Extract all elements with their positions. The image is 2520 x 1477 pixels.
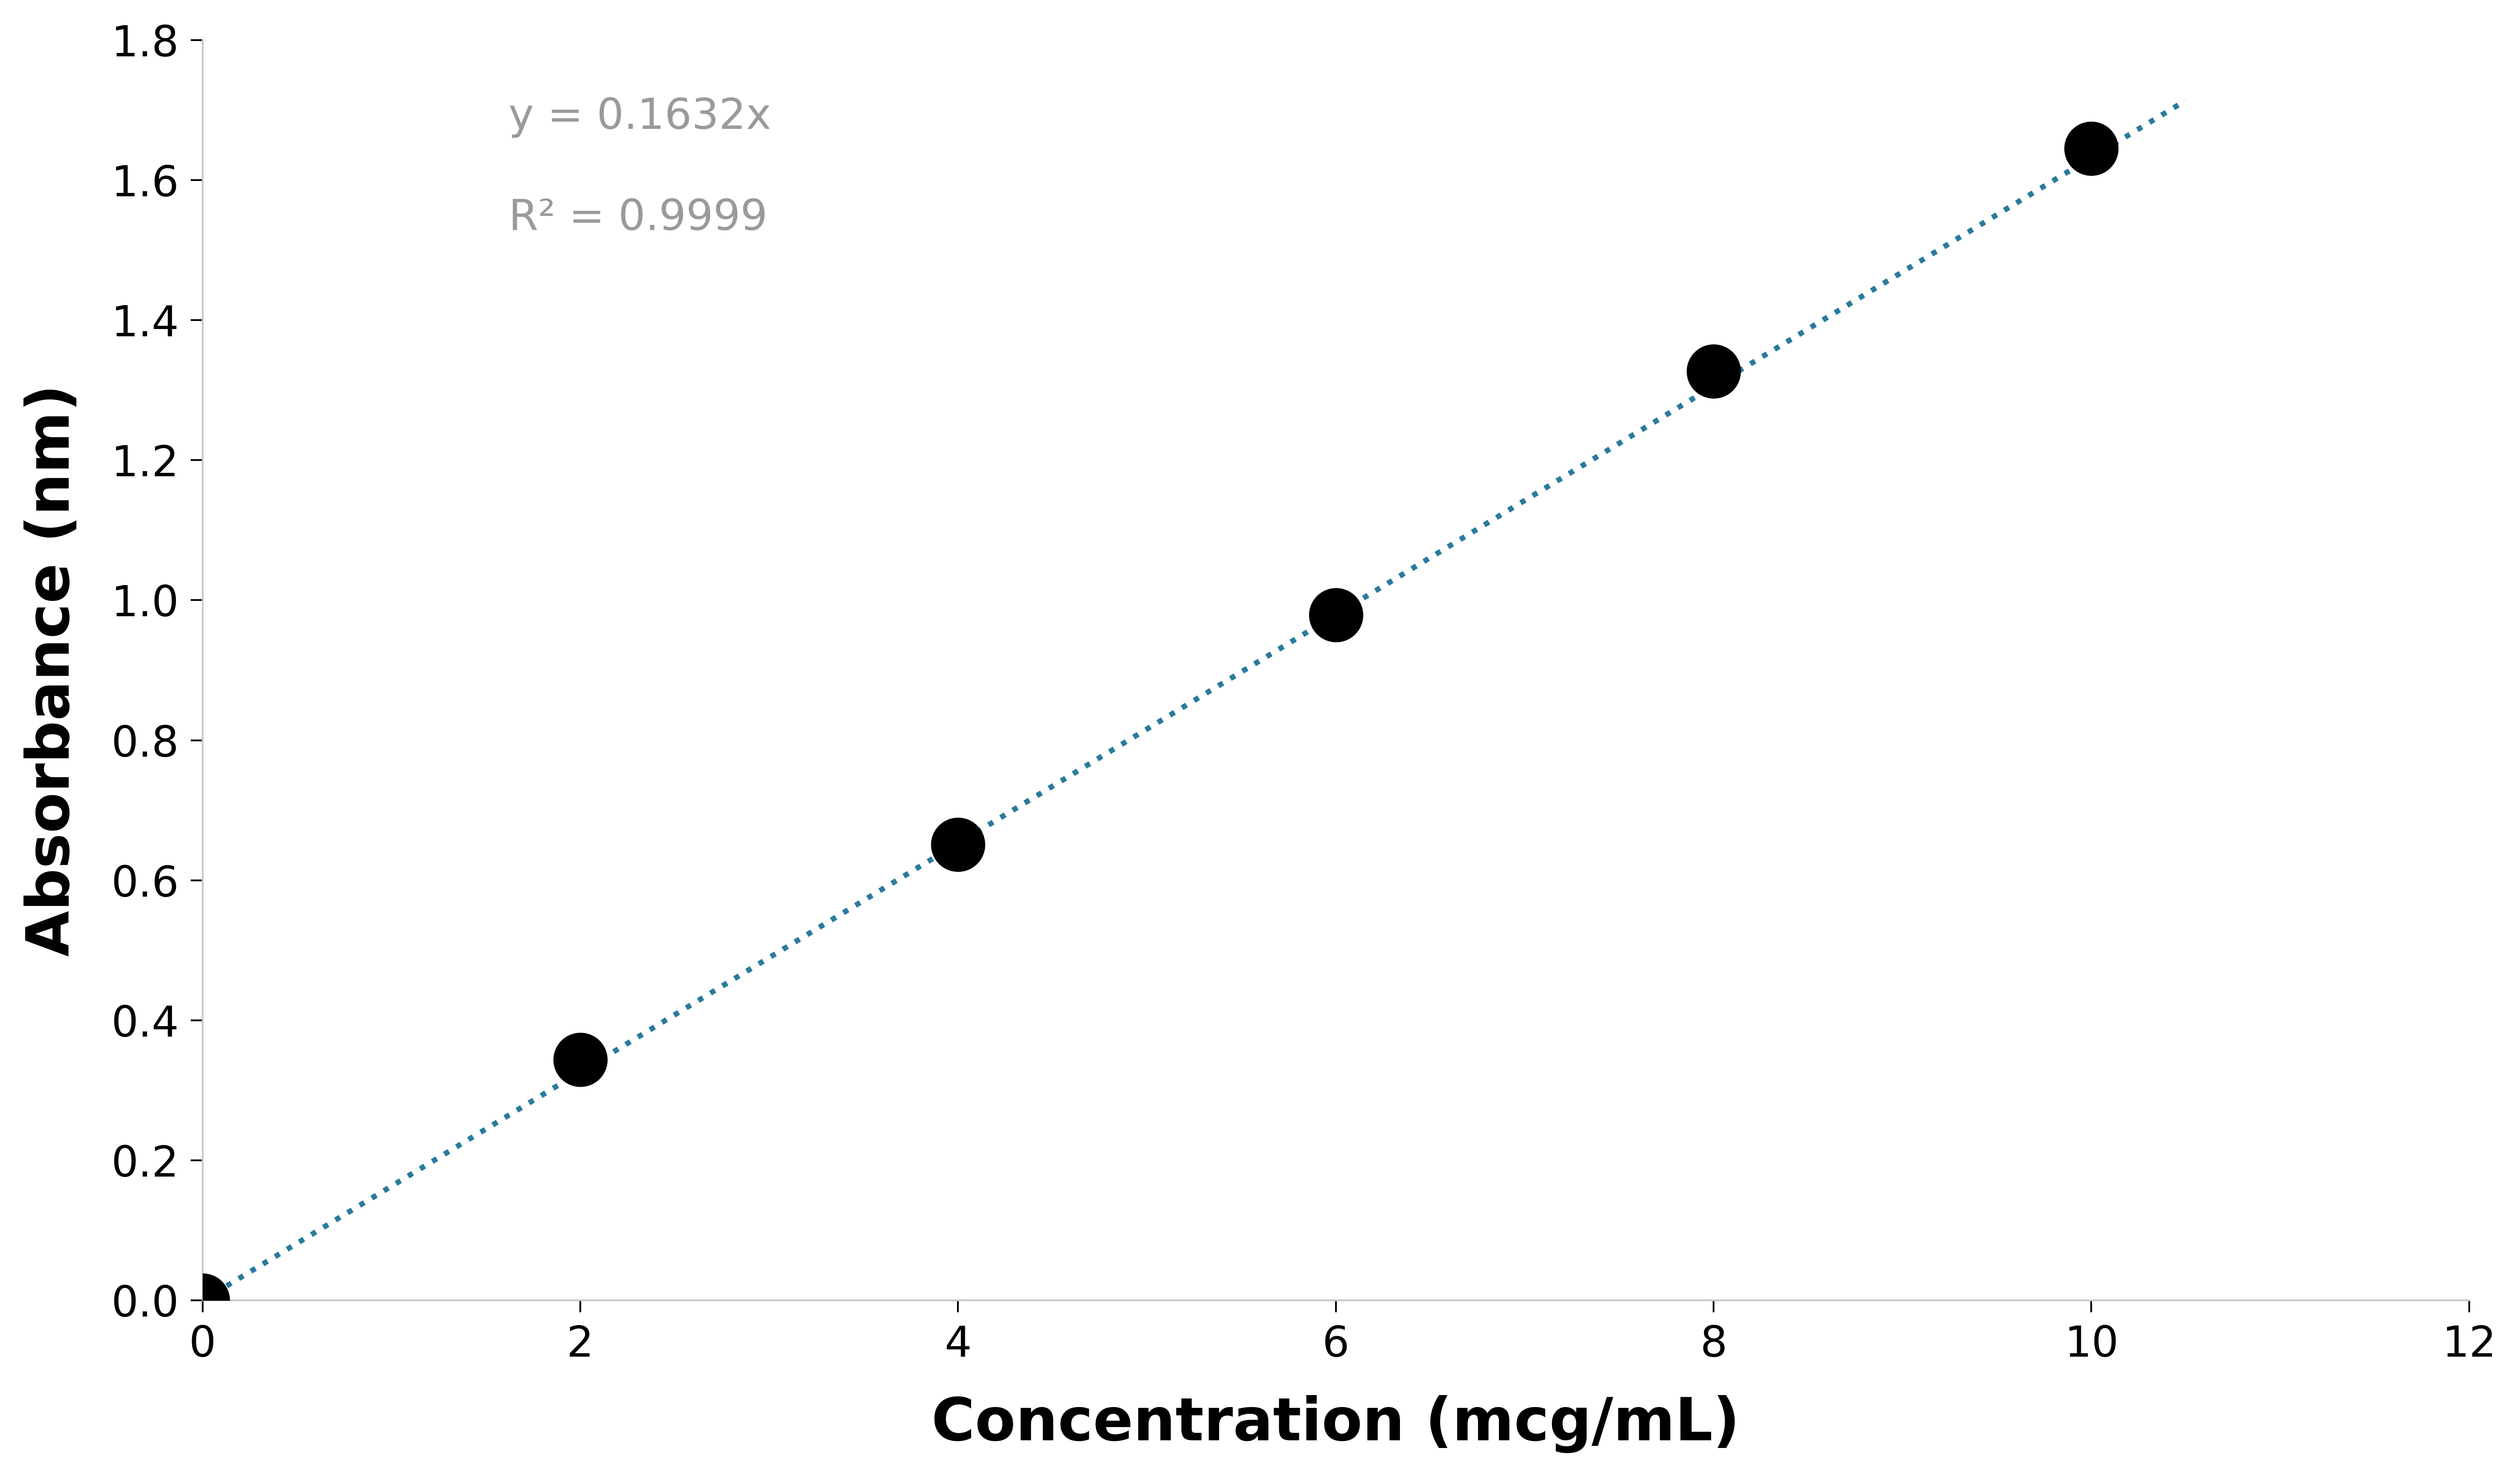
Point [2071,137,2112,161]
Point [181,1289,222,1313]
Point [559,1047,600,1071]
Text: y = 0.1632x: y = 0.1632x [509,96,771,137]
Point [937,833,978,857]
Point [1693,359,1734,383]
Point [1315,603,1356,626]
X-axis label: Concentration (mcg/mL): Concentration (mcg/mL) [932,1396,1739,1453]
Text: R² = 0.9999: R² = 0.9999 [509,198,769,239]
Y-axis label: Absorbance (nm): Absorbance (nm) [23,384,81,956]
